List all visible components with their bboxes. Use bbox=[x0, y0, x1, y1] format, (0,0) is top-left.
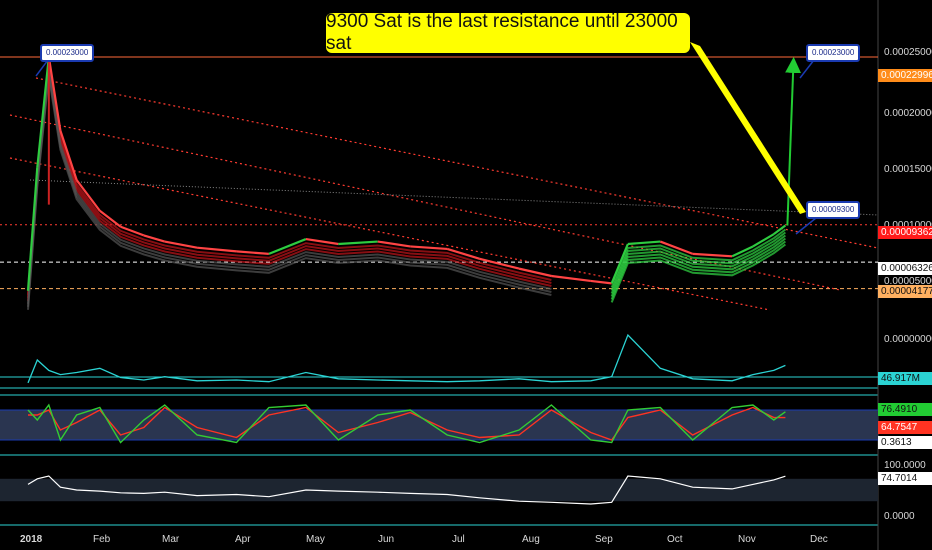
current-price-tag: 0.00009362 bbox=[878, 226, 932, 239]
resistance-price-label: 0.00009300 bbox=[806, 201, 861, 219]
rsi-tag: 74.7014 bbox=[878, 472, 932, 485]
price-panel bbox=[0, 42, 879, 311]
rsi-axis-tick: 100.0000 bbox=[884, 460, 926, 471]
price-segment bbox=[659, 240, 694, 255]
ma-ribbon-bull bbox=[610, 228, 787, 288]
stoch-d-tag: 64.7547 bbox=[878, 421, 932, 434]
time-axis-label: Jul bbox=[452, 534, 465, 545]
rsi-panel bbox=[0, 475, 878, 505]
stoch-k-tag: 76.4910 bbox=[878, 403, 932, 416]
support-low-tag: 0.00004177 bbox=[878, 285, 932, 298]
ma-ribbon-bear bbox=[27, 72, 552, 307]
price-segment bbox=[305, 237, 339, 246]
time-axis-label: 2018 bbox=[20, 534, 43, 545]
ma-ribbon-bull bbox=[610, 231, 787, 291]
rsi-axis-tick: 0.0000 bbox=[884, 511, 915, 522]
rsi-band bbox=[0, 478, 878, 502]
price-segment bbox=[99, 209, 122, 228]
time-axis-label: Jun bbox=[378, 534, 395, 545]
price-segment bbox=[610, 243, 629, 284]
price-segment bbox=[164, 240, 198, 249]
resistance-annotation: 9300 Sat is the last resistance until 23… bbox=[326, 11, 690, 54]
support-high-tag: 0.00006326 bbox=[878, 262, 932, 275]
ma-ribbon-bear bbox=[27, 60, 552, 295]
price-segment bbox=[627, 240, 661, 246]
time-axis-label: Aug bbox=[522, 534, 540, 545]
stoch-k-line bbox=[27, 403, 786, 444]
ath-label-stem bbox=[35, 59, 49, 77]
time-axis-label: Nov bbox=[738, 534, 756, 545]
ma-ribbon-bull bbox=[610, 234, 787, 294]
ath-price-tag: 0.00022996 bbox=[878, 69, 932, 82]
price-segment bbox=[773, 224, 787, 236]
stochastic-panel bbox=[0, 403, 878, 444]
price-segment bbox=[36, 56, 50, 168]
price-segment bbox=[731, 245, 754, 258]
price-segment bbox=[75, 179, 101, 212]
callout-pointer bbox=[690, 42, 806, 214]
price-segment bbox=[590, 279, 612, 285]
ma-ribbon-bear bbox=[27, 63, 552, 298]
price-axis-tick: 0.00025000 bbox=[884, 47, 932, 58]
resistance-label-stem bbox=[795, 217, 817, 235]
price-segment bbox=[479, 257, 520, 270]
price-segment bbox=[338, 240, 378, 246]
ma-ribbon-bull bbox=[610, 240, 787, 300]
price-axis-tick: 0.00015000 bbox=[884, 164, 932, 175]
price-segment bbox=[143, 234, 165, 243]
price-segment bbox=[120, 225, 145, 237]
price-axis-tick: 0.00000000 bbox=[884, 334, 932, 345]
price-axis-tick: 0.00010000 bbox=[884, 220, 932, 231]
price-segment bbox=[59, 130, 78, 181]
price-segment bbox=[518, 267, 552, 278]
ma-ribbon-bear bbox=[27, 69, 552, 304]
price-axis-tick: 0.00005000 bbox=[884, 276, 932, 287]
price-segment bbox=[268, 238, 307, 255]
time-axis-label: Apr bbox=[235, 534, 251, 545]
time-axis-label: Dec bbox=[810, 534, 828, 545]
price-segment bbox=[196, 246, 237, 253]
price-segment bbox=[26, 167, 39, 291]
target-price-label: 0.00023000 bbox=[806, 44, 861, 62]
target-label-stem bbox=[799, 59, 815, 79]
price-segment bbox=[47, 56, 62, 131]
ath-price-label: 0.00023000 bbox=[40, 44, 95, 62]
ma-ribbon-bull bbox=[610, 237, 787, 297]
trendline-lower bbox=[9, 157, 771, 311]
rsi-line bbox=[27, 475, 786, 505]
time-axis-label: Feb bbox=[93, 534, 111, 545]
price-axis-tick: 0.00020000 bbox=[884, 108, 932, 119]
time-axis-label: Mar bbox=[162, 534, 180, 545]
volume-panel bbox=[0, 333, 878, 384]
price-segment bbox=[692, 252, 733, 258]
time-axis-label: Sep bbox=[595, 534, 613, 545]
price-segment bbox=[551, 274, 591, 283]
price-segment bbox=[377, 240, 411, 248]
ma-ribbon-bear bbox=[27, 66, 552, 301]
price-segment bbox=[410, 245, 448, 251]
ma-ribbon-bear bbox=[27, 75, 552, 310]
target-arrow bbox=[785, 56, 802, 226]
stoch-band bbox=[0, 410, 878, 440]
trendline-grey bbox=[29, 179, 879, 216]
price-segment bbox=[446, 247, 480, 260]
panel-separators bbox=[0, 0, 879, 550]
volume-line bbox=[27, 333, 786, 384]
time-axis-label: Oct bbox=[667, 534, 683, 545]
ma-ribbon-bull bbox=[610, 243, 787, 303]
price-segment bbox=[236, 250, 269, 255]
time-axis-label: May bbox=[306, 534, 325, 545]
trendline-upper bbox=[35, 77, 879, 249]
price-segment bbox=[752, 233, 775, 248]
stoch-low-tag: 0.3613 bbox=[878, 436, 932, 449]
volume-tag: 46.917M bbox=[878, 372, 932, 385]
